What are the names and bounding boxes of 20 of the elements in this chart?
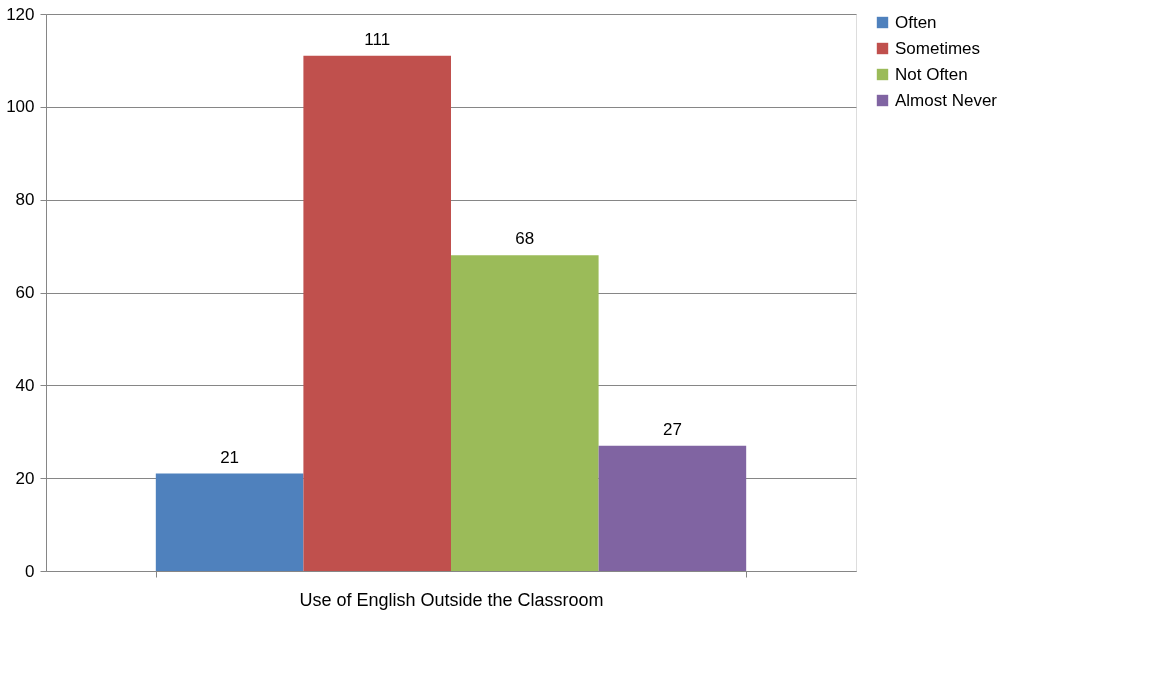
y-tick-label: 40 — [15, 375, 35, 395]
data-label: 111 — [364, 29, 391, 49]
y-tick-label: 120 — [6, 4, 35, 24]
data-label: 27 — [662, 419, 682, 439]
legend-label: Sometimes — [895, 38, 981, 58]
y-tick-label: 80 — [15, 190, 35, 210]
y-tick-label: 20 — [15, 468, 35, 488]
bar — [155, 473, 304, 571]
x-tick-label: Use of English Outside the Classroom — [299, 589, 604, 610]
y-tick-label: 100 — [6, 97, 35, 117]
bar — [451, 255, 599, 571]
y-tick-label: 60 — [15, 283, 35, 302]
y-tick-label: 0 — [25, 561, 35, 581]
legend-label: Often — [895, 12, 937, 32]
legend-label: Almost Never — [895, 90, 998, 110]
data-label: 68 — [515, 229, 535, 249]
bar — [598, 445, 747, 571]
legend-label: Not Often — [895, 64, 968, 84]
data-label: 21 — [220, 447, 240, 467]
bar — [303, 55, 451, 571]
